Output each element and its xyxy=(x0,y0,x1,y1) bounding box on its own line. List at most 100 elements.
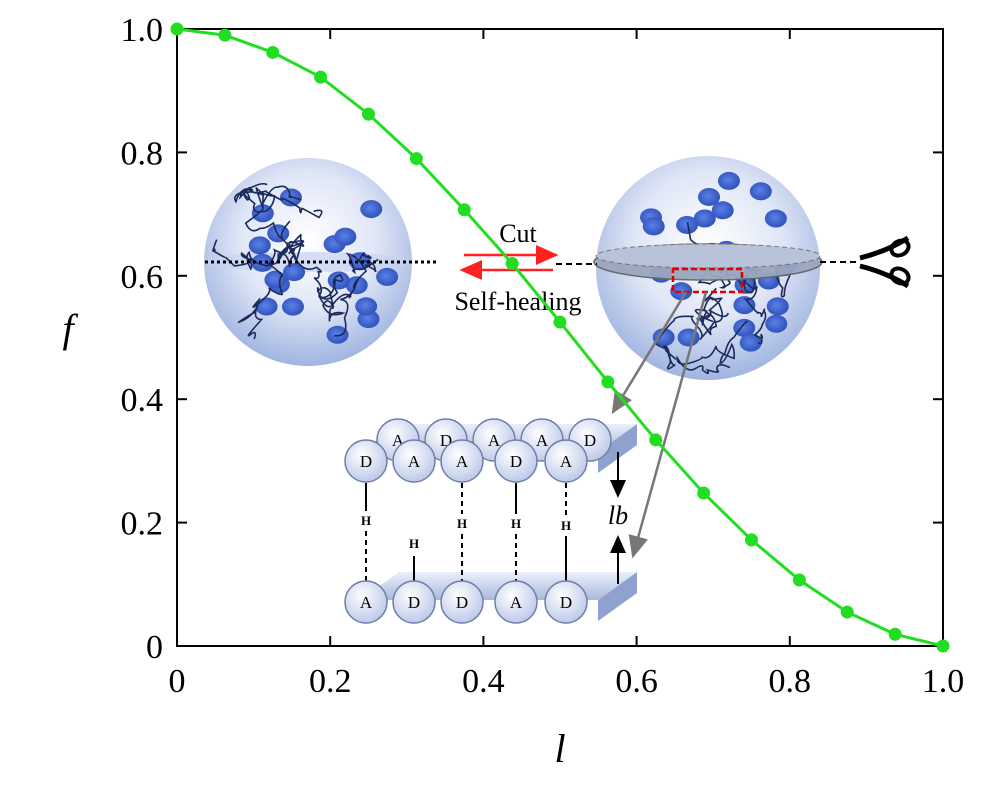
node-circle xyxy=(440,439,484,483)
crosslink-blob xyxy=(749,182,772,201)
lb-label: lb xyxy=(608,501,628,530)
data-point xyxy=(745,533,758,547)
data-point xyxy=(266,45,280,59)
x-tick-label: 0 xyxy=(169,663,186,700)
data-point xyxy=(888,627,902,641)
crosslink-blob xyxy=(360,200,383,219)
crosslink-blob xyxy=(711,201,734,220)
x-tick-label: 0.6 xyxy=(615,663,658,700)
data-point xyxy=(314,70,328,84)
crosslink-blob xyxy=(376,267,399,286)
node-label: A xyxy=(560,452,573,471)
node-label: D xyxy=(584,431,596,450)
crosslink-blob xyxy=(733,318,756,337)
crosslink-blob xyxy=(355,297,378,316)
hydrogen-label: H xyxy=(409,536,419,551)
hydrogen-label: H xyxy=(361,513,371,528)
crosslink-blob xyxy=(698,187,721,206)
node-label: A xyxy=(408,452,421,471)
data-point xyxy=(409,152,423,166)
data-point xyxy=(601,375,615,389)
node-circle xyxy=(494,439,538,483)
node-label: D xyxy=(510,452,522,471)
node-circle xyxy=(344,580,388,624)
crosslink-blob xyxy=(248,236,271,255)
crosslink-blob xyxy=(676,215,699,234)
x-tick-label: 0.4 xyxy=(462,663,505,700)
node-circle xyxy=(392,439,436,483)
crosslink-blob xyxy=(251,253,274,272)
crosslink-blob xyxy=(766,297,789,316)
zoom-arrow-top xyxy=(611,291,688,415)
y-ticks: 0 0.2 0.4 0.6 0.8 1.0 xyxy=(121,12,943,666)
y-tick-label: 1.0 xyxy=(121,12,164,49)
node-label: A xyxy=(510,593,523,612)
node-circle xyxy=(440,580,484,624)
crosslink-blob xyxy=(717,171,740,190)
data-point xyxy=(697,486,711,500)
zoom-arrow-bottom xyxy=(628,291,708,559)
data-point xyxy=(553,315,567,329)
hydrogen-label: H xyxy=(457,516,467,531)
data-point xyxy=(218,28,232,42)
crosslink-blob xyxy=(765,314,788,333)
crosslink-blob xyxy=(764,209,787,228)
crosslink-blob xyxy=(734,275,757,294)
crosslink-blob xyxy=(693,209,716,228)
y-tick-label: 0.2 xyxy=(121,506,164,543)
data-point xyxy=(505,256,519,270)
x-tick-label: 0.2 xyxy=(309,663,352,700)
node-label: D xyxy=(456,593,468,612)
node-circle xyxy=(544,580,588,624)
y-tick-label: 0.8 xyxy=(121,135,164,172)
x-ticks: 0 0.2 0.4 0.6 0.8 1.0 xyxy=(169,29,965,700)
left-sphere xyxy=(204,158,438,366)
data-point xyxy=(362,107,375,121)
x-axis-title: l xyxy=(554,726,565,771)
data-point xyxy=(840,605,854,619)
crosslink-blob xyxy=(670,282,693,301)
node-circle xyxy=(494,580,538,624)
self-healing-label: Self-healing xyxy=(454,287,581,316)
data-point xyxy=(649,433,663,447)
right-sphere xyxy=(593,156,823,380)
hydrogen-bonds: H H H H H xyxy=(361,483,571,581)
node-label: D xyxy=(408,593,420,612)
cut-label: Cut xyxy=(499,219,537,248)
crosslink-blob xyxy=(283,263,306,282)
zoom-box xyxy=(671,267,744,294)
node-circle xyxy=(392,580,436,624)
node-circle xyxy=(544,439,588,483)
node-circle xyxy=(344,439,388,483)
y-axis-title: f xyxy=(62,306,78,351)
y-tick-label: 0 xyxy=(146,629,163,666)
scissors-icon xyxy=(859,235,911,289)
plot-frame xyxy=(176,28,944,647)
crosslink-blob xyxy=(264,270,287,289)
crosslink-blob xyxy=(345,276,368,295)
hydrogen-label: H xyxy=(511,516,521,531)
node-label: A xyxy=(488,431,501,450)
x-tick-label: 0.8 xyxy=(769,663,812,700)
data-point xyxy=(936,639,950,653)
x-tick-label: 1.0 xyxy=(922,663,965,700)
crosslink-blob xyxy=(334,227,357,246)
hydrogen-label: H xyxy=(561,518,571,533)
data-point xyxy=(457,203,471,217)
crosslink-blob xyxy=(281,297,304,316)
node-label: A xyxy=(456,452,469,471)
node-label: D xyxy=(560,593,572,612)
node-label: D xyxy=(360,452,372,471)
y-tick-label: 0.6 xyxy=(121,259,164,296)
y-tick-label: 0.4 xyxy=(121,382,164,419)
crosslink-blob xyxy=(642,217,665,236)
crosslink-blob xyxy=(326,325,349,344)
crosslink-blob xyxy=(733,296,756,315)
crosslink-blob xyxy=(739,333,762,352)
data-point xyxy=(792,573,806,587)
